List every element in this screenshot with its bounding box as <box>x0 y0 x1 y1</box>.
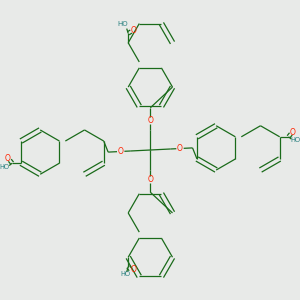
Text: HO: HO <box>120 272 130 278</box>
Text: O: O <box>290 128 296 137</box>
Text: HO: HO <box>117 22 128 28</box>
Text: O: O <box>147 175 153 184</box>
Text: O: O <box>147 116 153 125</box>
Text: O: O <box>118 147 124 156</box>
Text: O: O <box>130 265 136 274</box>
Text: HO: HO <box>0 164 10 170</box>
Text: O: O <box>177 144 183 153</box>
Text: HO: HO <box>290 137 300 143</box>
Text: O: O <box>5 154 11 163</box>
Text: O: O <box>130 26 136 35</box>
